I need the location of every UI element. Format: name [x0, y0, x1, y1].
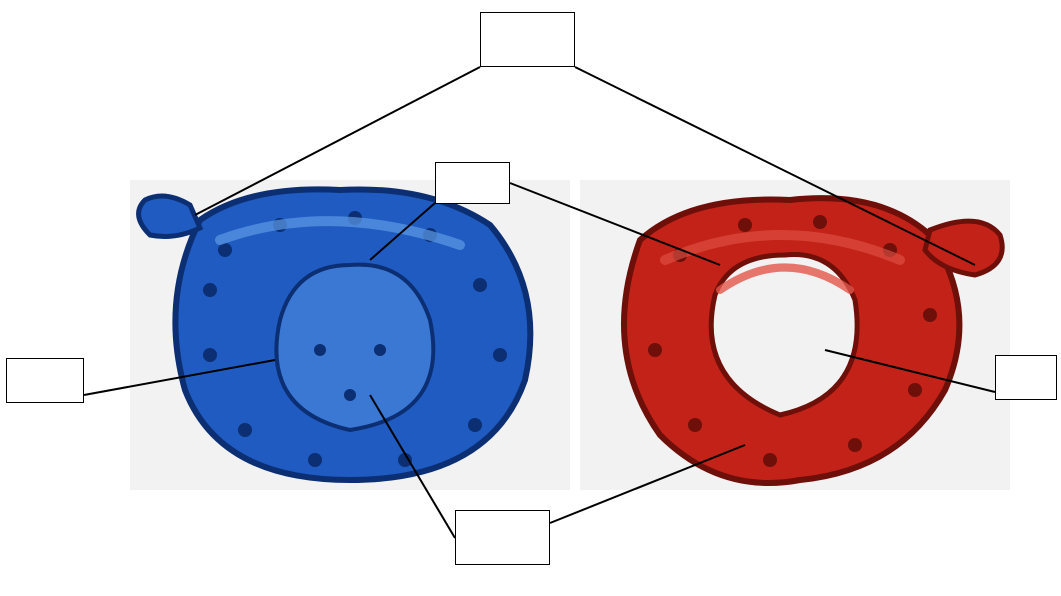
- label-box-midtop: [435, 162, 510, 204]
- label-box-top: [480, 12, 575, 67]
- label-box-left: [6, 358, 84, 403]
- lower-tray-svg: [580, 180, 1010, 490]
- upper-tray-image: [130, 180, 570, 490]
- upper-tray-svg: [130, 180, 570, 490]
- lower-tray-image: [580, 180, 1010, 490]
- label-box-right: [995, 355, 1057, 400]
- label-box-bottom: [455, 510, 550, 565]
